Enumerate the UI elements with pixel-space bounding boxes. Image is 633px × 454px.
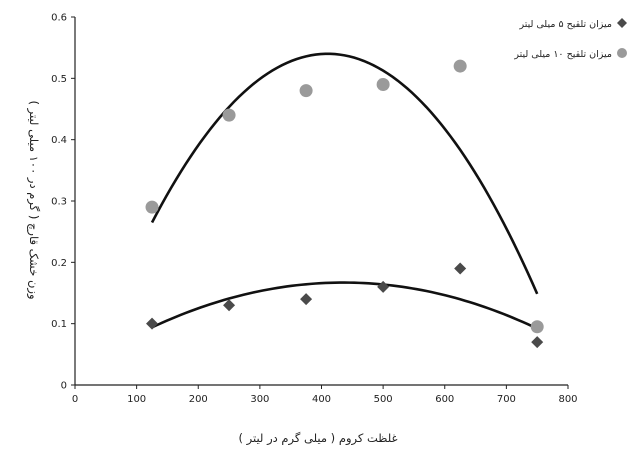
point-series-1 (454, 262, 467, 275)
axes (74, 17, 568, 386)
point-series-2 (530, 320, 544, 334)
y-axis-title: وزن خشک قارچ ( گرم در ۱۰۰ میلی لیتر ) (26, 100, 41, 299)
x-tick-label: 100 (127, 394, 146, 405)
trendline-series-1 (151, 281, 538, 330)
point-series-1 (377, 280, 390, 293)
y-ticks: 0 0.1 0.2 0.3 0.4 0.5 0.6 (51, 13, 75, 392)
points (145, 59, 544, 349)
x-tick-label: 300 (250, 394, 269, 405)
point-series-1 (223, 299, 236, 312)
x-tick-label: 700 (497, 394, 516, 405)
trendline-series-2 (150, 52, 539, 295)
legend-label-series-2: میزان تلقیح ۱۰ میلی لیتر (513, 49, 612, 60)
point-series-2 (453, 59, 467, 73)
x-tick-label: 400 (312, 394, 331, 405)
x-tick-label: 800 (558, 394, 577, 405)
y-tick-label: 0.5 (51, 74, 67, 85)
point-series-1 (531, 336, 544, 349)
x-ticks: 0 100 200 300 400 500 600 700 800 (72, 385, 578, 405)
point-series-2 (145, 200, 159, 214)
point-series-2 (299, 84, 313, 98)
point-series-2 (222, 108, 236, 122)
legend-label-series-1: میزان تلقیح ۵ میلی لیتر (519, 19, 613, 30)
legend: میزان تلقیح ۵ میلی لیتر میزان تلقیح ۱۰ م… (513, 18, 627, 60)
point-series-1 (146, 317, 159, 330)
x-axis-title: غلظت کروم ( میلی گرم در لیتر ) (238, 431, 397, 446)
y-tick-label: 0.2 (51, 258, 67, 269)
legend-marker-circle (617, 48, 627, 58)
x-tick-label: 500 (374, 394, 393, 405)
y-tick-label: 0.6 (51, 13, 67, 24)
x-tick-label: 600 (435, 394, 454, 405)
x-tick-label: 200 (189, 394, 208, 405)
point-series-1 (300, 293, 313, 306)
point-series-2 (376, 77, 390, 91)
x-tick-label: 0 (72, 394, 78, 405)
y-tick-label: 0.3 (51, 197, 67, 208)
legend-marker-diamond (617, 18, 627, 28)
y-tick-label: 0 (61, 381, 67, 392)
y-tick-label: 0.1 (51, 319, 67, 330)
trendlines (150, 52, 539, 330)
y-tick-label: 0.4 (51, 135, 67, 146)
